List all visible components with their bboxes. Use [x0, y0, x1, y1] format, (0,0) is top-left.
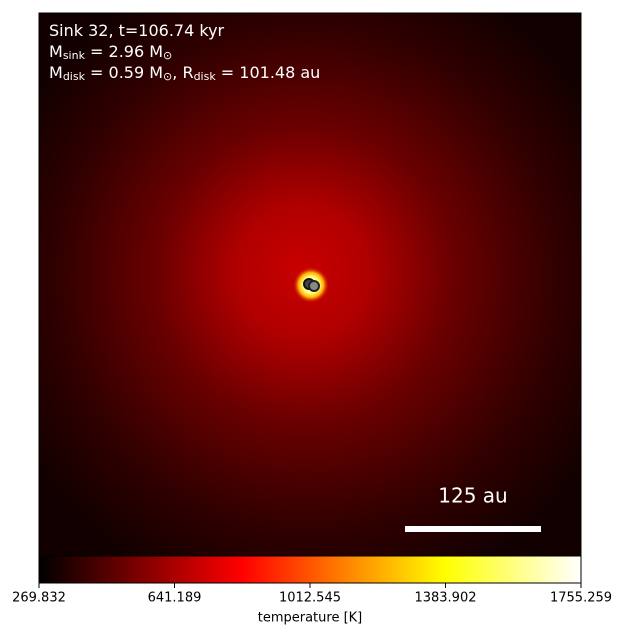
text-part: , R	[172, 63, 193, 82]
subscript: ⊙	[163, 49, 172, 62]
colorbar	[38, 555, 582, 584]
text-part: = 101.48 au	[216, 63, 321, 82]
text-part: M	[49, 42, 63, 61]
text-part: Sink 32, t=106.74 kyr	[49, 21, 225, 40]
text-part: = 2.96 M	[85, 42, 163, 61]
text-part: M	[49, 63, 63, 82]
tick-label: 269.832	[12, 591, 66, 606]
colorbar-axis: 269.832 641.189 1012.545 1383.902 1755.259	[12, 583, 612, 606]
subscript: ⊙	[163, 70, 172, 83]
sink	[308, 280, 320, 292]
colorbar-label: temperature [K]	[258, 611, 363, 626]
subscript: sink	[63, 49, 86, 62]
tick-label: 1755.259	[550, 591, 612, 606]
text-part: = 0.59 M	[85, 63, 163, 82]
subscript: disk	[194, 70, 217, 83]
tick-label: 1383.902	[414, 591, 476, 606]
annotation-line: Sink 32, t=106.74 kyr	[49, 21, 225, 40]
tick-label: 1012.545	[279, 591, 341, 606]
annotation-line: Mdisk = 0.59 M⊙, Rdisk = 101.48 au	[49, 63, 320, 84]
subscript: disk	[63, 70, 86, 83]
annotation-line: Msink = 2.96 M⊙	[49, 42, 172, 63]
scale-bar-label: 125 au	[438, 484, 507, 508]
tick-label: 641.189	[148, 591, 202, 606]
